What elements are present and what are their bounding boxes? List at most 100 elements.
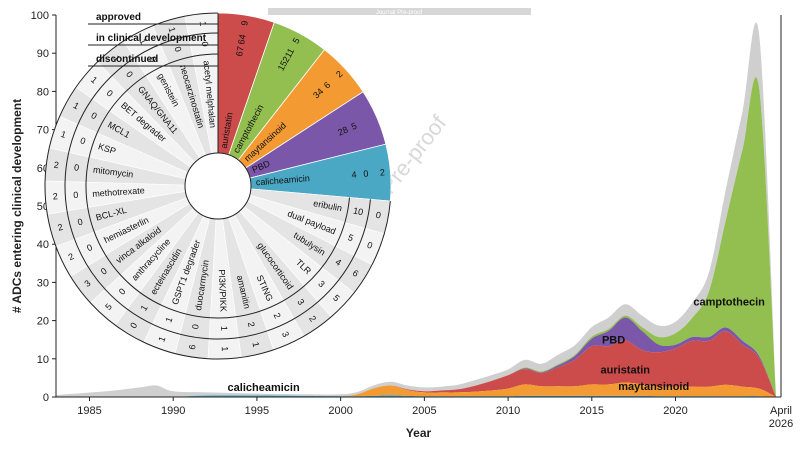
minor-discontinued-anthracycline: 5 [103, 302, 114, 312]
row-label-discontinued: discontinued [96, 54, 158, 65]
x-tick-label: 1995 [245, 405, 269, 417]
minor-discontinued-gspt1-degrader: 1 [156, 335, 167, 343]
y-tick-label: 0 [43, 392, 49, 404]
series-pbd [56, 317, 776, 398]
minor-discontinued-duocarmycin: 6 [187, 344, 198, 350]
radial-payload-chart: auristatin67649camptothecin152115maytans… [44, 12, 392, 360]
minor-clinical-gnaq-gna11: 0 [124, 69, 135, 79]
minor-discontinued-neocarzinostatin: 1 [167, 26, 178, 34]
major-approved-maytansinoid: 2 [334, 69, 344, 80]
radial-center-hole [184, 152, 252, 220]
minor-clinical-genistein: 0 [147, 55, 158, 64]
y-tick-label: 100 [31, 10, 49, 22]
minor-discontinued-sting: 3 [280, 330, 291, 339]
row-label-approved: approved [96, 12, 141, 23]
minor-discontinued-amanitin: 1 [250, 341, 261, 348]
minor-clinical-amanitin: 2 [246, 321, 257, 328]
stream-label-maytansinoid: maytansinoid [618, 381, 689, 393]
y-axis-title: # ADCs entering clinical development [10, 99, 24, 313]
y-tick-label: 70 [37, 125, 49, 137]
header-bar [268, 8, 531, 15]
y-tick-label: 40 [37, 239, 49, 251]
streamgraph: camptothecin PBD auristatin maytansinoid cal… [56, 22, 776, 398]
minor-discontinued-ecteinascidin: 0 [128, 321, 139, 330]
minor-clinical-mitomycin: 0 [74, 162, 80, 173]
major-discontinued-pbd: 28 [336, 124, 349, 137]
minor-discontinued-dual-payload: 0 [366, 240, 374, 251]
major-discontinued-maytansinoid: 34 [311, 86, 325, 100]
major-clinical-calicheamicin: 0 [363, 168, 369, 178]
y-tick-label: 20 [37, 316, 49, 328]
header-bar-text: Journal Pre-proof [376, 10, 423, 16]
stream-label-camptothecin: camptothecin [693, 296, 765, 308]
minor-discontinued-eribulin: 0 [375, 210, 382, 221]
minor-discontinued-mitomycin: 2 [53, 160, 59, 171]
series-maytansinoid [56, 382, 776, 398]
x-end-label-bottom: 2026 [769, 418, 793, 430]
y-tick-label: 10 [37, 354, 49, 366]
minor-clinical-acetyl-melphalan: 0 [200, 41, 210, 47]
radial-ring-outline-2 [64, 32, 371, 340]
x-tick-label: 2000 [328, 405, 352, 417]
x-tick-label: 1985 [77, 405, 101, 417]
minor-discontinued-genistein: 1 [137, 37, 148, 46]
x-tick-label: 2010 [496, 405, 520, 417]
minor-clinical-ksp: 0 [79, 135, 87, 146]
stream-label-auristatin: auristatin [601, 364, 651, 376]
major-clinical-auristatin: 64 [236, 34, 248, 46]
stream-label-calicheamicin: calicheamicin [228, 382, 300, 394]
minor-discontinued-ksp: 1 [59, 129, 67, 140]
minor-discontinued-glucocorticoid: 2 [307, 314, 318, 324]
major-label-calicheamicin: calicheamicin [255, 173, 310, 187]
minor-clinical-vinca-alkaloid: 0 [99, 266, 109, 277]
major-discontinued-camptothecin: 15 [276, 59, 290, 73]
minor-discontinued-methotrexate: 2 [53, 191, 59, 201]
y-tick-label: 90 [37, 48, 49, 60]
minor-discontinued-vinca-alkaloid: 3 [82, 278, 92, 289]
minor-clinical-bcl-xl: 0 [76, 217, 83, 228]
x-tick-label: 1990 [161, 405, 185, 417]
x-tick-label: 2015 [580, 405, 604, 417]
minor-clinical-methotrexate: 0 [73, 190, 79, 200]
major-clinical-pbd: 5 [350, 121, 359, 132]
minor-discontinued-tlr: 5 [331, 293, 342, 304]
series-auristatin [56, 331, 776, 398]
minor-clinical-ecteinascidin: 1 [139, 303, 150, 312]
minor-clinical-bet-degrader: 0 [105, 88, 115, 99]
y-tick-label: 80 [37, 86, 49, 98]
stream-label-pbd: PBD [602, 335, 625, 347]
minor-clinical-sting: 2 [272, 311, 283, 320]
minor-clinical-mcl1: 0 [89, 110, 98, 121]
minor-discontinued-pi3k-pikk: 1 [220, 346, 230, 351]
major-clinical-maytansinoid: 6 [322, 80, 332, 91]
minor-clinical-dual-payload: 5 [347, 232, 355, 243]
minor-clinical-eribulin: 10 [352, 206, 364, 218]
row-label-in-clinical-development: in clinical development [96, 33, 207, 44]
minor-discontinued-hemiasterlin: 2 [67, 251, 76, 262]
minor-discontinued-tubulysin: 6 [351, 268, 361, 279]
minor-clinical-pi3k-pikk: 1 [219, 326, 229, 331]
radial-ring-outline-3 [44, 12, 391, 360]
minor-label-pi3k-pikk: PI3K/PIKK [217, 269, 229, 312]
minor-clinical-glucocorticoid: 3 [295, 297, 306, 307]
x-tick-label: 2020 [663, 405, 687, 417]
x-end-label-top: April [770, 405, 792, 417]
minor-discontinued-mcl1: 1 [71, 100, 80, 111]
major-approved-camptothecin: 5 [291, 36, 302, 45]
major-discontinued-calicheamicin: 4 [351, 169, 357, 179]
radial-ring-outline-1 [85, 53, 350, 319]
major-approved-calicheamicin: 2 [380, 167, 386, 177]
minor-discontinued-gnaq-gna11: 1 [111, 53, 122, 63]
minor-discontinued-bcl-xl: 2 [57, 222, 64, 233]
minor-clinical-anthracycline: 0 [117, 286, 128, 296]
minor-clinical-duocarmycin: 0 [190, 323, 201, 329]
minor-clinical-gspt1-degrader: 1 [163, 316, 174, 324]
major-discontinued-auristatin: 67 [234, 46, 246, 58]
minor-clinical-tlr: 3 [316, 279, 327, 290]
y-tick-label: 30 [37, 277, 49, 289]
x-axis-title: Year [406, 426, 432, 440]
minor-clinical-neocarzinostatin: 0 [172, 45, 183, 53]
